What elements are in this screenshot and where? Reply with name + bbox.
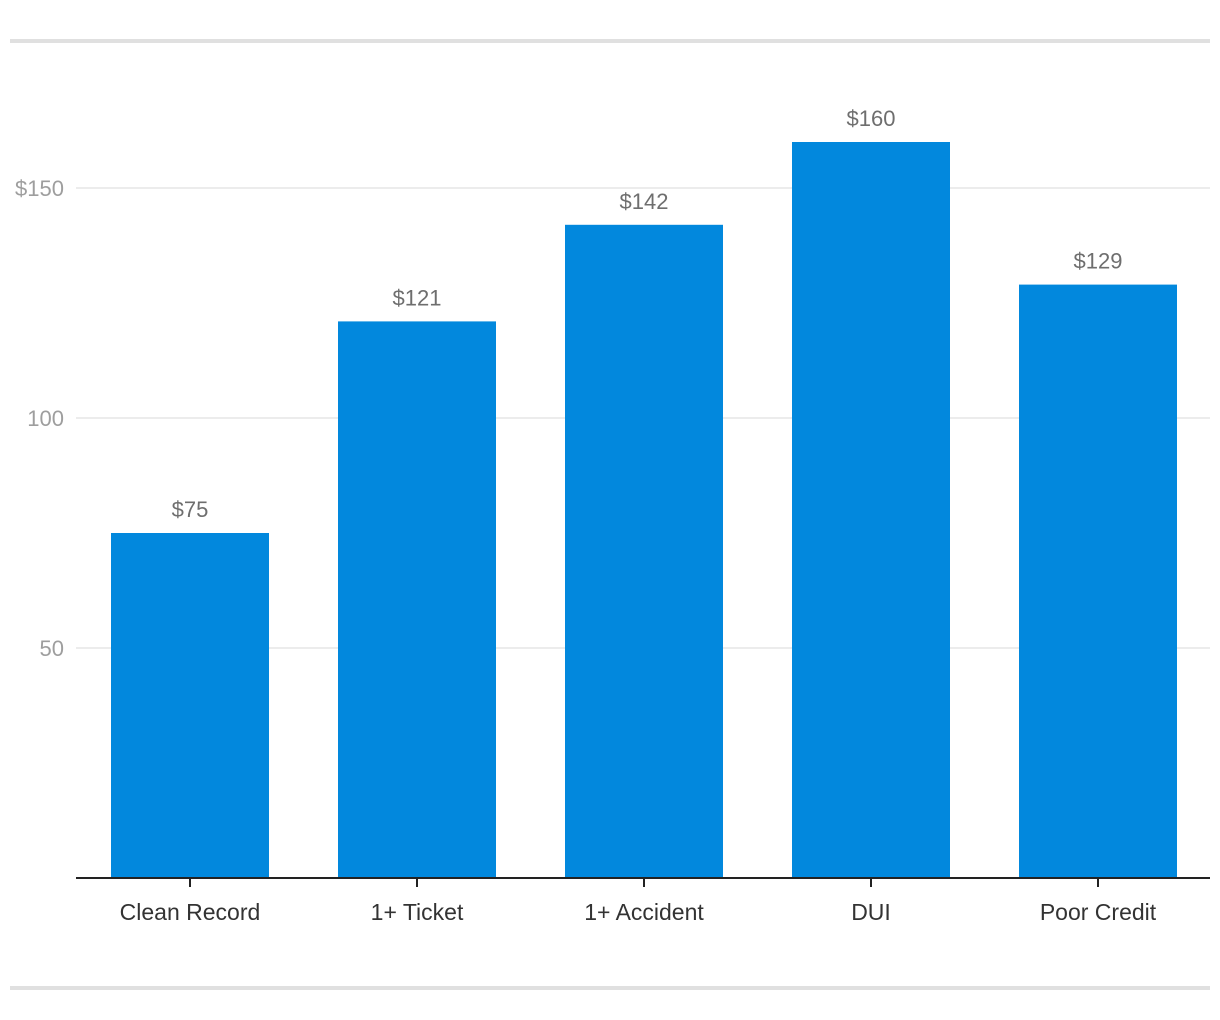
y-tick-label: 50	[40, 636, 64, 661]
bar-dui	[792, 142, 950, 878]
bar-poor-credit	[1019, 284, 1177, 879]
y-tick-label: 100	[27, 406, 64, 431]
x-tick-label: Poor Credit	[1040, 899, 1157, 925]
x-tick-label: 1+ Ticket	[371, 899, 464, 925]
data-labels: $75 $121 $142 $160 $129	[172, 106, 1123, 522]
y-tick-label: $150	[15, 176, 64, 201]
x-tick-label: DUI	[851, 899, 891, 925]
data-label: $75	[172, 497, 209, 522]
y-axis-tick-labels: 50 100 $150	[15, 176, 64, 661]
bar-clean-record	[111, 533, 269, 878]
x-tick-label: Clean Record	[120, 899, 261, 925]
x-tick-label: 1+ Accident	[584, 899, 704, 925]
x-axis-tick-labels: Clean Record 1+ Ticket 1+ Accident DUI Poor …	[120, 899, 1157, 925]
bars	[111, 142, 1177, 879]
bar-1-accident	[565, 224, 723, 879]
data-label: $142	[620, 189, 669, 214]
top-divider	[10, 39, 1210, 43]
data-label: $160	[847, 106, 896, 131]
bottom-divider	[10, 986, 1210, 990]
data-label: $129	[1074, 249, 1123, 274]
x-axis	[76, 877, 1210, 887]
bar-1-ticket	[338, 321, 496, 878]
data-label: $121	[393, 285, 442, 310]
